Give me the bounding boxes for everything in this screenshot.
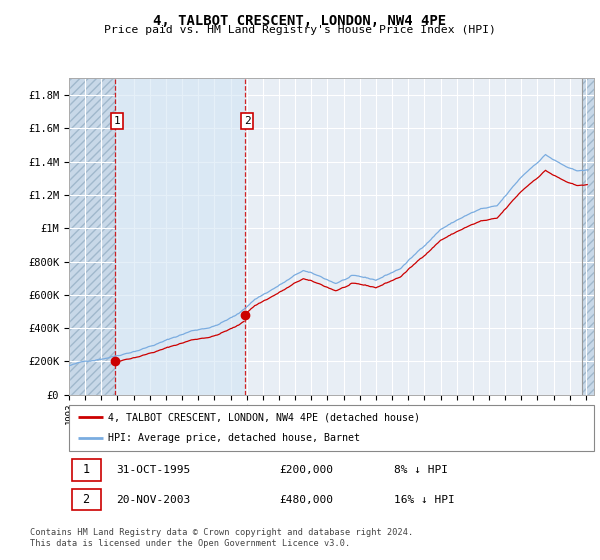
Text: 2: 2 — [83, 493, 89, 506]
FancyBboxPatch shape — [69, 405, 594, 451]
Text: Price paid vs. HM Land Registry's House Price Index (HPI): Price paid vs. HM Land Registry's House … — [104, 25, 496, 35]
Text: HPI: Average price, detached house, Barnet: HPI: Average price, detached house, Barn… — [109, 433, 361, 444]
Bar — [69, 78, 115, 395]
Text: 16% ↓ HPI: 16% ↓ HPI — [395, 494, 455, 505]
FancyBboxPatch shape — [71, 459, 101, 480]
Text: 1: 1 — [114, 116, 121, 126]
Text: 8% ↓ HPI: 8% ↓ HPI — [395, 465, 449, 475]
Text: 1: 1 — [83, 463, 89, 477]
Text: £480,000: £480,000 — [279, 494, 333, 505]
Text: 4, TALBOT CRESCENT, LONDON, NW4 4PE (detached house): 4, TALBOT CRESCENT, LONDON, NW4 4PE (det… — [109, 412, 421, 422]
Text: 4, TALBOT CRESCENT, LONDON, NW4 4PE: 4, TALBOT CRESCENT, LONDON, NW4 4PE — [154, 14, 446, 28]
Text: £200,000: £200,000 — [279, 465, 333, 475]
Bar — [115, 78, 245, 395]
FancyBboxPatch shape — [71, 489, 101, 510]
Text: 2: 2 — [244, 116, 250, 126]
Bar — [582, 78, 594, 395]
Text: 31-OCT-1995: 31-OCT-1995 — [116, 465, 191, 475]
Text: Contains HM Land Registry data © Crown copyright and database right 2024.
This d: Contains HM Land Registry data © Crown c… — [30, 528, 413, 548]
Text: 20-NOV-2003: 20-NOV-2003 — [116, 494, 191, 505]
